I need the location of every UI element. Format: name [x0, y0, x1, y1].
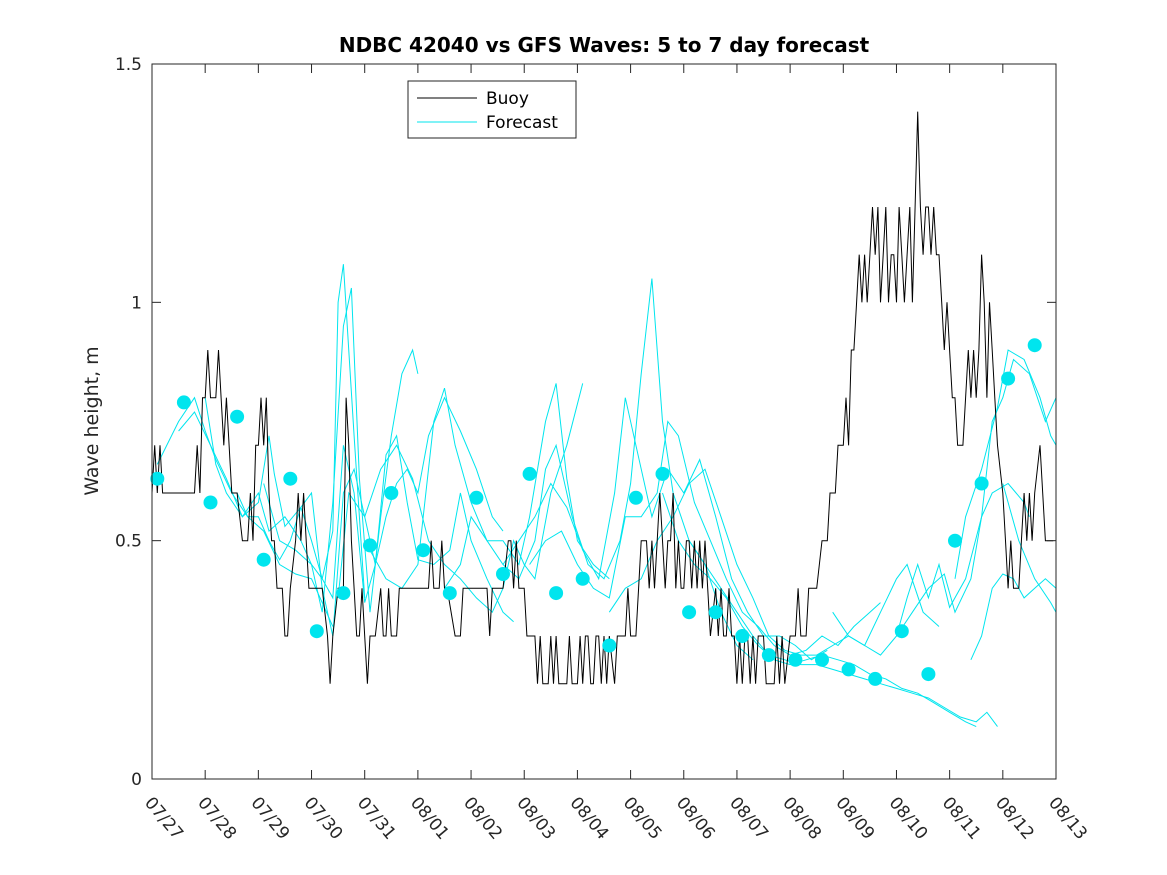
y-axis-label: Wave height, m — [81, 346, 103, 495]
legend-buoy-label: Buoy — [486, 89, 529, 109]
forecast-marker-0 — [150, 471, 165, 486]
buoy-line-group — [151, 111, 1054, 685]
forecast-marker-12 — [469, 490, 484, 505]
forecast-line-15 — [954, 349, 1057, 579]
forecast-marker-25 — [815, 652, 829, 667]
forecast-line-6 — [369, 383, 610, 589]
forecast-marker-7 — [336, 586, 351, 601]
y-tick-label-3: 1.5 — [115, 55, 142, 75]
forecast-line-16 — [970, 573, 1057, 661]
forecast-marker-23 — [761, 648, 776, 663]
forecast-line-13 — [832, 482, 1030, 656]
forecast-marker-26 — [841, 662, 856, 677]
forecast-marker-11 — [442, 586, 457, 601]
y-axis: 0 0.5 1 1.5 — [115, 55, 1056, 790]
forecast-marker-29 — [921, 667, 936, 682]
forecast-marker-17 — [602, 638, 617, 653]
forecast-marker-18 — [628, 490, 643, 505]
forecast-marker-1 — [176, 395, 191, 410]
forecast-marker-16 — [575, 571, 590, 586]
forecast-line-17 — [1002, 483, 1057, 613]
plot-area — [152, 64, 1056, 779]
forecast-marker-6 — [309, 624, 324, 639]
forecast-line-9 — [529, 420, 881, 656]
forecast-marker-8 — [363, 538, 377, 553]
forecast-marker-27 — [868, 671, 883, 686]
plot-frame — [151, 63, 1057, 780]
forecast-line-14 — [896, 358, 1057, 637]
forecast-marker-15 — [549, 586, 564, 601]
forecast-marker-14 — [522, 466, 537, 481]
forecast-marker-19 — [655, 466, 670, 481]
y-tick-label-2: 1 — [131, 293, 142, 313]
legend-forecast-label: Forecast — [486, 113, 558, 133]
forecast-marker-32 — [1001, 371, 1016, 386]
forecast-marker-30 — [948, 533, 962, 548]
forecast-marker-28 — [894, 624, 909, 639]
forecast-marker-13 — [496, 567, 510, 581]
forecast-marker-21 — [708, 605, 723, 620]
y-tick-label-0: 0 — [131, 770, 142, 790]
buoy-line — [151, 111, 1054, 685]
forecast-line-4 — [263, 434, 514, 623]
forecast-marker-20 — [682, 605, 697, 620]
forecast-marker-22 — [735, 629, 750, 643]
forecast-marker-2 — [203, 495, 218, 510]
forecast-line-1 — [178, 264, 366, 598]
forecast-marker-3 — [230, 409, 245, 424]
forecast-marker-31 — [974, 476, 989, 491]
legend: Buoy Forecast — [407, 80, 577, 139]
forecast-markers — [150, 338, 1042, 686]
y-tick-label-1: 0.5 — [115, 532, 142, 552]
forecast-marker-9 — [384, 486, 399, 500]
legend-box — [407, 80, 577, 139]
forecast-marker-4 — [256, 552, 271, 567]
forecast-marker-10 — [416, 543, 431, 558]
forecast-marker-33 — [1027, 338, 1042, 353]
forecast-marker-24 — [788, 652, 803, 667]
forecast-marker-5 — [283, 471, 298, 486]
chart-title: NDBC 42040 vs GFS Waves: 5 to 7 day fore… — [339, 33, 870, 57]
